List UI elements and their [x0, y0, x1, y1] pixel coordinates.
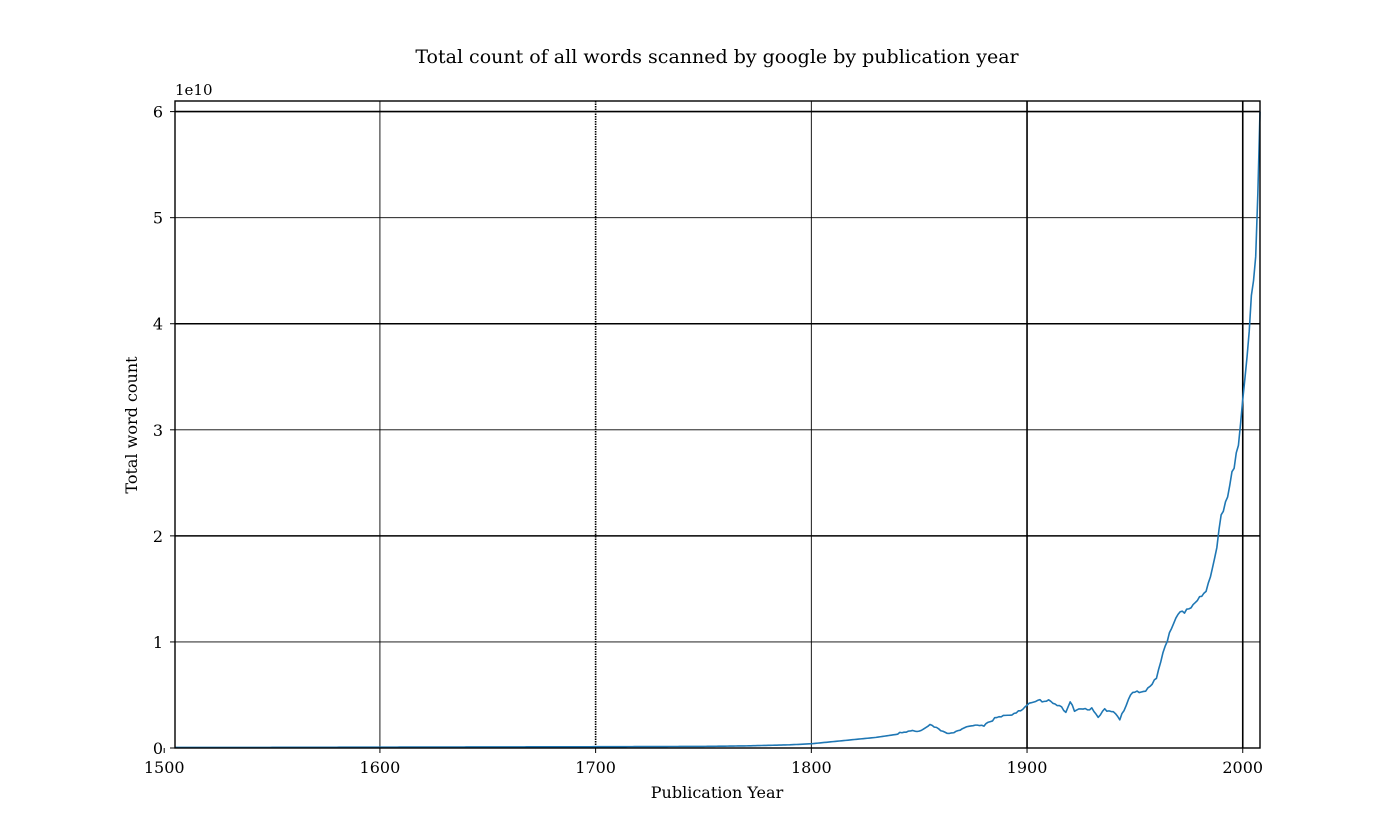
- x-tick-label: 1500: [144, 758, 185, 777]
- y-tick-label: 1: [153, 633, 163, 652]
- y-tick-label: 5: [153, 209, 163, 228]
- series-line: [175, 111, 1261, 749]
- y-offset-label: 1e10: [175, 81, 213, 99]
- x-tick-label: 1700: [575, 758, 616, 777]
- x-tick-label: 1600: [360, 758, 401, 777]
- y-tick-label: 0: [153, 739, 163, 758]
- x-tick-label: 1800: [791, 758, 832, 777]
- x-tick-label: 1900: [1007, 758, 1048, 777]
- y-tick-label: 2: [153, 527, 163, 546]
- grid-lines: [175, 101, 1260, 748]
- plot-area-frame: [174, 100, 1261, 749]
- y-axis-label: Total word count: [122, 356, 141, 494]
- chart-title: Total count of all words scanned by goog…: [415, 46, 1019, 68]
- y-tick-label: 3: [153, 421, 163, 440]
- axis-ticks: 1500 1600 1700 1800 1900 2000 0 1 2 3 4 5 6: [144, 103, 1263, 777]
- x-axis-label: Publication Year: [651, 783, 784, 802]
- series-group: [175, 111, 1261, 749]
- x-tick-label: 2000: [1222, 758, 1263, 777]
- y-tick-label: 6: [153, 103, 163, 122]
- y-tick-label: 4: [153, 315, 163, 334]
